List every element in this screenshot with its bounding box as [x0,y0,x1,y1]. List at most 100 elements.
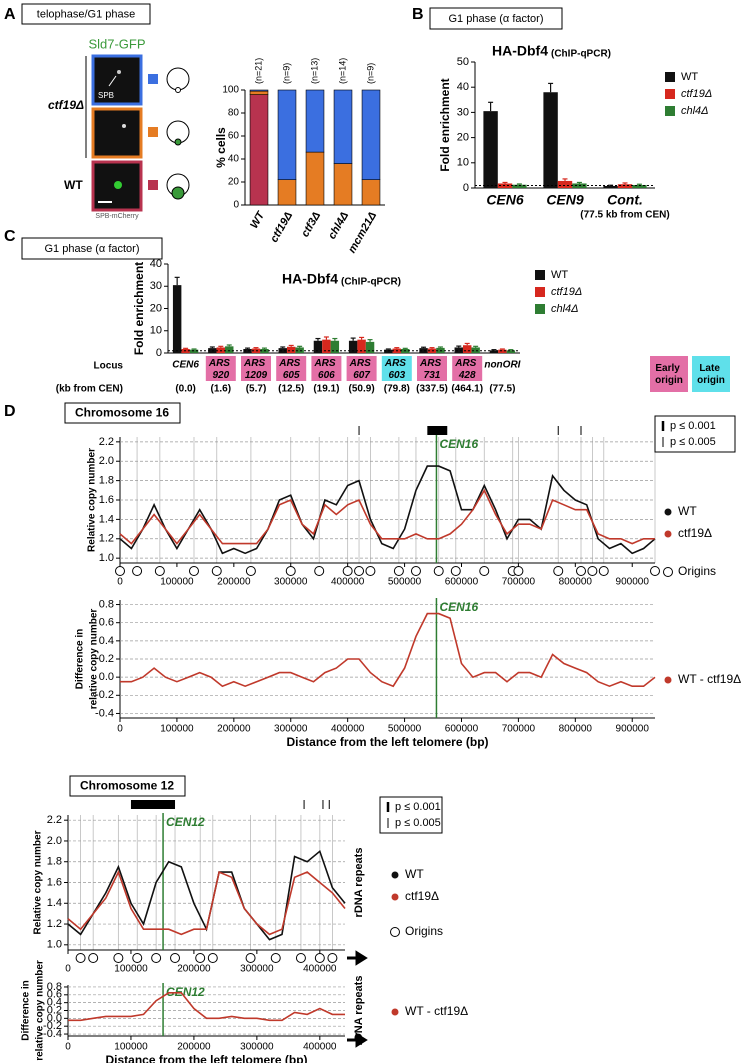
category-note: (50.9) [349,384,375,395]
bar-segment [333,163,353,206]
marker-label: SPB-mCherry [95,213,139,220]
origin [113,953,124,963]
y-tick-label: 1.8 [47,856,62,868]
spot [122,124,126,128]
panel-label: A [4,6,16,23]
origin [88,953,99,963]
series-line [120,612,656,688]
end-arrow [347,950,368,966]
end-label: rDNA repeats [353,848,365,918]
x-tick-label: ARS 605 [278,358,303,381]
bar-segment [249,94,269,206]
origin-highlight [276,356,307,381]
x-tick-label: WT [248,209,268,231]
chart-title: HA-Dbf4 [282,271,338,287]
p-legend-label: p ≤ 0.005 [670,436,716,448]
legend-swatch [148,180,158,190]
x-tick-label: ctf19Δ [268,210,295,245]
x-tick-label: 900000 [616,577,650,588]
bar-segment [249,90,269,95]
p-legend-label: p ≤ 0.001 [395,801,441,813]
protein-label: Sld7-GFP [88,36,145,51]
y-tick-label: 10 [150,325,162,337]
y-tick-label: 30 [150,280,162,292]
y-axis-label: Relative copy number [87,448,98,552]
y-tick-label: 1.0 [47,939,62,951]
x-tick-label: CEN6 [486,192,524,208]
x-tick-label: chl4Δ [326,210,351,241]
micrograph [91,107,143,159]
y-axis-label: Difference in [75,629,86,690]
y-tick-label: 0.6 [47,989,62,1001]
x-tick-label: 500000 [388,577,422,588]
x-tick-label: 200000 [217,577,251,588]
y-tick-label: 10 [457,157,469,169]
x-tick-label: 600000 [445,724,479,735]
x-tick-label: 200000 [177,964,211,975]
bar-segment [305,89,325,153]
y-tick-label: 1.8 [99,475,114,487]
y-axis-label: Relative copy number [33,830,44,934]
origin [513,566,524,576]
bar [172,285,182,353]
y-tick-label: 1.0 [99,552,114,564]
origin [151,953,162,963]
end-label: rDNA repeats [353,976,365,1046]
y-tick-label: -0.2 [43,1020,62,1032]
title-box [64,402,181,424]
legend-swatch [665,106,675,116]
annotation: (n=13) [309,58,319,84]
legend-swatch [148,127,158,137]
spb-icon [175,87,181,93]
y-tick-label: 0.2 [99,653,114,665]
x-tick-label: 800000 [559,724,593,735]
legend-swatch [665,89,675,99]
annotation: (n=21) [253,58,263,84]
origin [598,566,609,576]
arrow [108,75,117,87]
bar [216,347,226,353]
category-note: (79.8) [384,384,410,395]
condition: G1 phase (α factor) [448,13,543,25]
condition-box [429,7,563,30]
x-tick-label: 500000 [388,724,422,735]
category-note: (77.5) [489,384,515,395]
legend-marker [664,530,672,538]
legend-label: ctf19Δ [405,889,439,903]
bar [384,349,393,353]
y-tick-label: 20 [457,132,469,144]
x-tick-label: 800000 [559,577,593,588]
x-tick-label: mcm21Δ [346,210,379,255]
y-tick-label: 0.8 [99,598,114,610]
origin [170,953,181,963]
centromere-label: CEN16 [439,437,478,451]
legend-marker [663,567,673,577]
x-tick-label: ARS 603 [384,358,409,381]
y-axis-label: % cells [214,127,228,168]
y-tick-label: 0.0 [47,1012,62,1024]
origin [479,566,490,576]
origin [132,566,143,576]
significance-region [427,426,448,435]
x-tick-label: ARS 731 [419,358,444,381]
origin-highlight [311,356,342,381]
bar-segment [305,151,325,206]
p-legend-label: p ≤ 0.001 [670,420,716,432]
bar [243,348,252,353]
x-tick-label: 0 [117,577,123,588]
origin [270,953,281,963]
x-tick-label: 600000 [445,577,479,588]
wt-label: WT [64,178,83,192]
origin [587,566,598,576]
bar [278,348,287,353]
origin [393,566,404,576]
spb-label: SPB [98,91,114,100]
x-tick-label: ctf3Δ [299,210,323,239]
row-label: (kb from CEN) [56,384,123,395]
x-tick-label: 400000 [303,964,337,975]
y-axis-label: relative copy number [89,609,100,710]
y-tick-label: 30 [457,106,469,118]
legend-marker [664,676,672,684]
